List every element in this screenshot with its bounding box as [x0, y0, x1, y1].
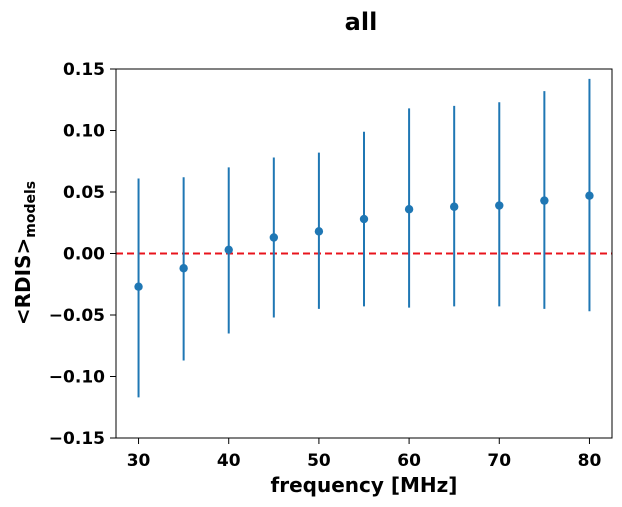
x-tick-label-80: 80 — [578, 451, 602, 471]
data-point-80 — [585, 191, 594, 200]
y-axis-label: <RDIS>models — [11, 181, 39, 325]
x-tick-label-50: 50 — [307, 451, 331, 471]
x-tick-label-70: 70 — [487, 451, 511, 471]
y-axis-label-main: <RDIS> — [11, 238, 35, 325]
data-point-70 — [495, 201, 504, 210]
data-point-75 — [540, 196, 549, 205]
data-point-45 — [269, 233, 279, 242]
y-tick-label-6: 0.15 — [63, 60, 105, 80]
chart-title: all — [345, 8, 378, 36]
x-tick-label-40: 40 — [217, 451, 241, 471]
x-tick-label-60: 60 — [397, 451, 421, 471]
y-axis: −0.15 −0.10 −0.05 0.00 0.05 0.10 0.15 — [49, 60, 116, 449]
y-tick-label-1: −0.10 — [49, 368, 105, 388]
y-tick-label-0: −0.15 — [49, 429, 105, 449]
data-point-40 — [224, 245, 233, 255]
y-axis-label-subscript: models — [23, 181, 39, 238]
y-tick-label-2: −0.05 — [49, 306, 105, 326]
y-tick-label-3: 0.00 — [63, 245, 105, 265]
data-point-50 — [314, 227, 324, 236]
x-tick-label-30: 30 — [127, 451, 151, 471]
x-axis-label: frequency [MHz] — [271, 473, 458, 497]
y-tick-label-5: 0.10 — [63, 122, 105, 142]
data-point-65 — [449, 202, 459, 211]
data-point-35 — [179, 264, 188, 273]
data-point-55 — [359, 214, 369, 224]
data-point-30 — [134, 282, 143, 291]
x-axis: 30 40 50 60 70 80 — [127, 438, 602, 471]
y-tick-label-4: 0.05 — [63, 183, 105, 203]
data-point-60 — [404, 205, 414, 214]
plot-area — [116, 78, 612, 398]
